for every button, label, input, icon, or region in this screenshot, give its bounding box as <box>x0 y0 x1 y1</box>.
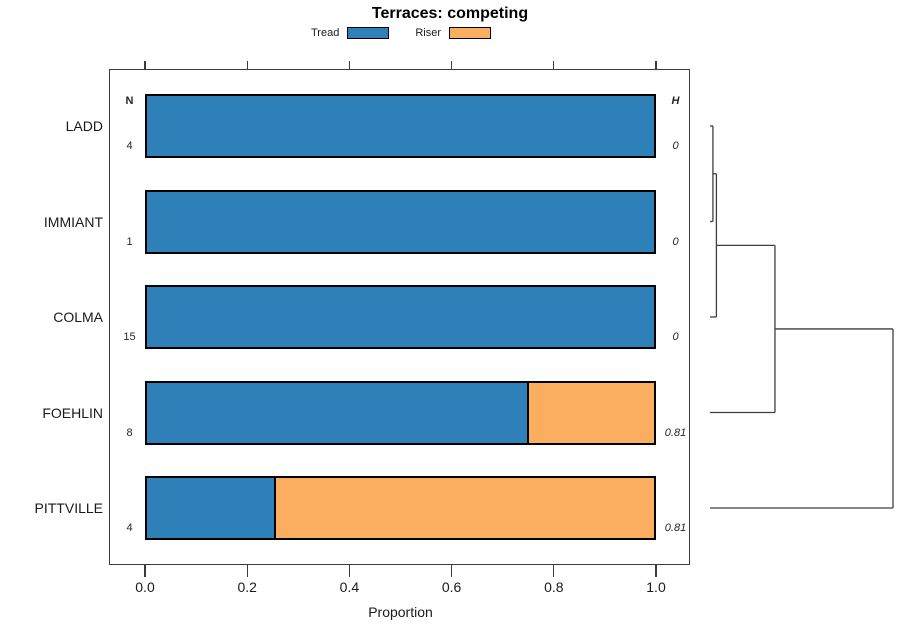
legend-item: Tread <box>311 27 390 39</box>
x-tick-label: 0.0 <box>135 579 155 595</box>
n-value: 4 <box>126 140 133 152</box>
bar-row <box>145 476 656 540</box>
x-tick-label: 0.8 <box>544 579 564 595</box>
bar-row <box>145 189 656 254</box>
n-value: 4 <box>126 522 133 534</box>
h-value: 0 <box>672 235 679 248</box>
bar-segment-tread <box>147 191 654 252</box>
dendrogram <box>710 125 894 509</box>
category-label: LADD <box>65 118 103 134</box>
x-tick <box>450 565 453 577</box>
top-tick <box>348 61 351 69</box>
x-tick <box>553 565 555 577</box>
h-value: 0 <box>672 331 679 343</box>
x-tick <box>144 565 146 577</box>
x-tick <box>348 565 351 577</box>
legend-swatch-tread <box>347 27 390 39</box>
bar-segment-tread <box>147 382 528 443</box>
x-tick-label: 1.0 <box>646 579 666 595</box>
h-value: 0.81 <box>664 522 687 534</box>
n-value: 8 <box>126 426 133 439</box>
category-label: FOEHLIN <box>42 404 103 421</box>
h-value: 0.81 <box>664 426 687 439</box>
h-value: 0 <box>672 140 679 152</box>
legend-label: Tread <box>311 27 340 39</box>
bar-segment-riser <box>527 382 654 443</box>
top-tick <box>246 61 248 69</box>
x-axis-label: Proportion <box>368 604 433 620</box>
bar-segment-tread <box>147 287 654 347</box>
bar-segment-tread <box>147 478 274 538</box>
category-label: PITTVILLE <box>34 500 103 516</box>
category-label: COLMA <box>53 309 103 325</box>
legend: Tread Riser <box>0 26 802 40</box>
n-column-header: N <box>125 95 134 107</box>
bar-segment-tread <box>147 96 654 156</box>
top-tick <box>553 61 555 69</box>
chart-title: Terraces: competing <box>371 5 529 22</box>
bar-segment-riser <box>273 478 654 538</box>
h-column-header: H <box>671 95 680 107</box>
legend-label: Riser <box>415 27 441 39</box>
n-value: 15 <box>123 331 136 343</box>
category-label: IMMIANT <box>43 213 103 230</box>
x-tick-label: 0.4 <box>339 579 360 595</box>
bar-row <box>145 380 656 445</box>
top-tick <box>655 61 657 69</box>
bar-row <box>145 285 656 349</box>
x-tick-label: 0.6 <box>441 579 462 595</box>
bar-row <box>145 94 656 158</box>
top-tick <box>450 61 453 69</box>
x-tick <box>246 565 248 577</box>
plot-area <box>109 69 690 565</box>
x-tick <box>655 565 657 577</box>
legend-item: Riser <box>415 27 491 39</box>
x-tick-label: 0.2 <box>237 579 257 595</box>
top-tick <box>144 61 146 69</box>
n-value: 1 <box>126 235 133 248</box>
legend-swatch-riser <box>449 27 491 39</box>
